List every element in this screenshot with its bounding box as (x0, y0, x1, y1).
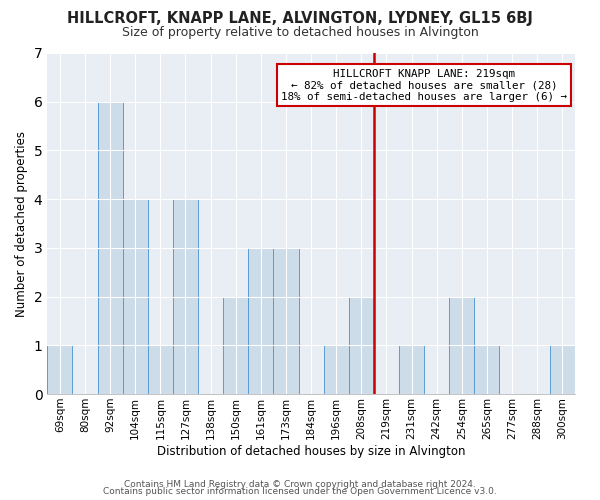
Bar (475, 346, 499, 394)
Bar (274, 248, 299, 394)
Bar (148, 346, 173, 394)
Bar (173, 199, 198, 394)
X-axis label: Distribution of detached houses by size in Alvington: Distribution of detached houses by size … (157, 444, 466, 458)
Text: Contains HM Land Registry data © Crown copyright and database right 2024.: Contains HM Land Registry data © Crown c… (124, 480, 476, 489)
Bar (248, 248, 274, 394)
Bar (349, 296, 374, 394)
Text: HILLCROFT KNAPP LANE: 219sqm
← 82% of detached houses are smaller (28)
18% of se: HILLCROFT KNAPP LANE: 219sqm ← 82% of de… (281, 68, 567, 102)
Y-axis label: Number of detached properties: Number of detached properties (15, 130, 28, 316)
Bar (223, 296, 248, 394)
Bar (449, 296, 475, 394)
Bar (98, 102, 122, 394)
Bar (323, 346, 349, 394)
Bar (399, 346, 424, 394)
Text: Size of property relative to detached houses in Alvington: Size of property relative to detached ho… (122, 26, 478, 39)
Text: HILLCROFT, KNAPP LANE, ALVINGTON, LYDNEY, GL15 6BJ: HILLCROFT, KNAPP LANE, ALVINGTON, LYDNEY… (67, 11, 533, 26)
Text: Contains public sector information licensed under the Open Government Licence v3: Contains public sector information licen… (103, 487, 497, 496)
Bar (122, 199, 148, 394)
Bar (550, 346, 575, 394)
Bar (47, 346, 73, 394)
